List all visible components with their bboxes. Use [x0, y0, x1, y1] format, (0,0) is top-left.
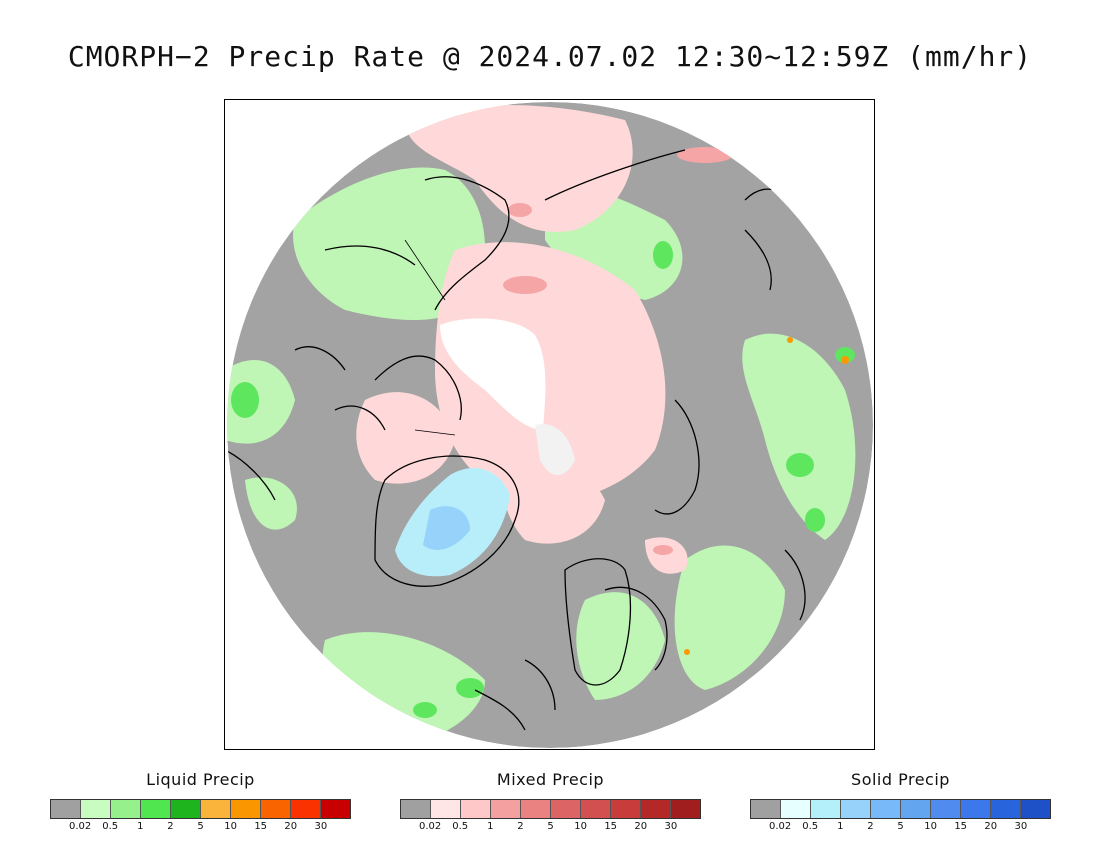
legend-tick-label: 0.02: [68, 821, 92, 832]
polar-stereographic-map: [225, 100, 874, 749]
legend-color-bar: [750, 799, 1051, 819]
mixed-precip-areas: [356, 105, 688, 574]
polar-map: [224, 99, 875, 750]
legend-tick-label: 15: [254, 821, 268, 832]
legend-swatch: [461, 800, 491, 818]
legend-swatch: [261, 800, 291, 818]
legend-tick-label: 15: [604, 821, 618, 832]
solid-precip-moderate: [423, 506, 470, 550]
legend-ticks: 0.02 0.5 1 2 5 10 15 20 30: [400, 819, 701, 833]
legend-swatch: [811, 800, 841, 818]
central-arctic-snow: [440, 318, 546, 430]
legend-tick-label: 30: [1014, 821, 1028, 832]
legend-tick-label: 10: [924, 821, 937, 832]
legend-swatch: [841, 800, 871, 818]
legend-swatch: [1021, 800, 1050, 818]
mixed-precip-legend: Mixed Precip 0.02 0.5 1 2 5 10 15 20 30: [400, 770, 701, 833]
legend-swatch: [581, 800, 611, 818]
legend-swatch: [671, 800, 700, 818]
legend-title: Solid Precip: [851, 770, 950, 789]
legend-swatch: [961, 800, 991, 818]
legend-swatch: [141, 800, 171, 818]
legend-tick-label: 20: [634, 821, 648, 832]
legend-swatch: [871, 800, 901, 818]
mixed-precip-moderate: [503, 147, 733, 555]
legend-swatch: [171, 800, 201, 818]
legend-color-bar: [50, 799, 351, 819]
moderate-liquid-precip: [231, 241, 855, 718]
legend-tick-label: 0.02: [768, 821, 792, 832]
legend-tick-label: 5: [197, 821, 204, 832]
liquid-precip-legend: Liquid Precip 0.02 0.5 1 2 5 10 15 20 30: [50, 770, 351, 833]
legend-tick-label: 0.5: [452, 821, 469, 832]
legend-swatch: [201, 800, 231, 818]
solid-precip-legend: Solid Precip 0.02 0.5 1 2 5 10 15 20 30: [750, 770, 1051, 833]
legend-tick-label: 30: [314, 821, 328, 832]
coastlines: [227, 149, 852, 731]
heavy-liquid-cells: [684, 337, 849, 655]
legend-swatch: [641, 800, 671, 818]
legend-tick-label: 15: [954, 821, 968, 832]
legend-swatch: [611, 800, 641, 818]
legend-title: Liquid Precip: [146, 770, 255, 789]
legend-swatch: [111, 800, 141, 818]
legend-tick-label: 0.02: [418, 821, 442, 832]
map-title: CMORPH−2 Precip Rate @ 2024.07.02 12:30~…: [67, 40, 1033, 73]
legend-tick-label: 1: [137, 821, 144, 832]
pole-area: [535, 424, 575, 475]
legend-ticks: 0.02 0.5 1 2 5 10 15 20 30: [750, 819, 1051, 833]
legend-tick-label: 2: [167, 821, 174, 832]
legend-tick-label: 5: [547, 821, 554, 832]
legend-swatch: [81, 800, 111, 818]
legend-swatch: [401, 800, 431, 818]
legend-tick-label: 10: [224, 821, 237, 832]
legend-tick-label: 0.5: [802, 821, 819, 832]
legend-tick-label: 0.5: [102, 821, 119, 832]
legend-ticks: 0.02 0.5 1 2 5 10 15 20 30: [50, 819, 351, 833]
legend-swatch: [931, 800, 961, 818]
legend-tick-label: 5: [897, 821, 904, 832]
legend-swatch: [51, 800, 81, 818]
legend-swatch: [231, 800, 261, 818]
legend-tick-label: 1: [487, 821, 494, 832]
legend-swatch: [551, 800, 581, 818]
legend-swatch: [291, 800, 321, 818]
legend-color-bar: [400, 799, 701, 819]
legend-tick-label: 20: [284, 821, 298, 832]
legend-tick-label: 1: [837, 821, 844, 832]
legend-tick-label: 2: [867, 821, 874, 832]
legend-swatch: [781, 800, 811, 818]
legend-swatch: [521, 800, 551, 818]
legend-tick-label: 10: [574, 821, 587, 832]
legend-swatch: [431, 800, 461, 818]
political-borders: [404, 239, 456, 436]
legend-swatch: [901, 800, 931, 818]
legend-title: Mixed Precip: [496, 770, 605, 789]
legend-tick-label: 2: [517, 821, 524, 832]
legend-tick-label: 30: [664, 821, 678, 832]
legend-tick-label: 20: [984, 821, 998, 832]
legend-swatch: [491, 800, 521, 818]
legend-swatch: [321, 800, 350, 818]
legend-swatch: [751, 800, 781, 818]
legend-swatch: [991, 800, 1021, 818]
